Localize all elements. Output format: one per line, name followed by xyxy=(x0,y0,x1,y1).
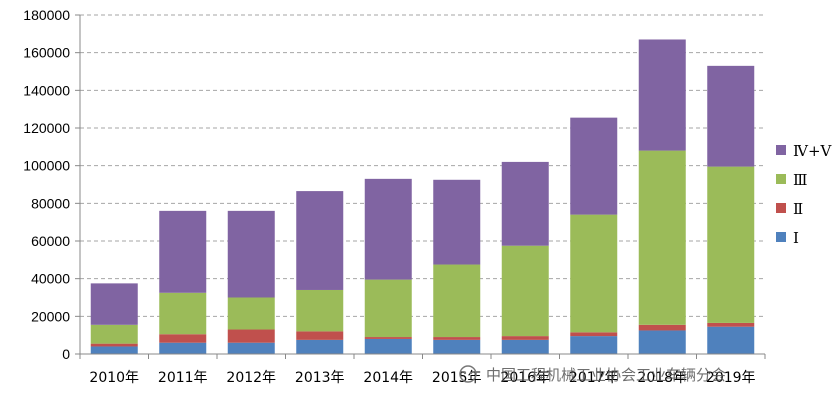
bar-segment xyxy=(159,342,207,354)
bar-segment xyxy=(638,330,686,354)
bar-segment xyxy=(90,324,138,344)
x-tick-label: 2011年 xyxy=(158,370,208,386)
x-axis: 2010年 2011年 2012年 2013年 2014年 2015年 2016年 2017年… xyxy=(79,353,766,386)
bar-segment xyxy=(296,289,344,332)
bar-segment xyxy=(364,337,412,339)
y-tick-label: 20000 xyxy=(31,308,70,324)
y-tick-label: 180000 xyxy=(23,7,70,23)
bars xyxy=(90,39,755,354)
y-tick-label: 120000 xyxy=(23,120,70,136)
bar-segment xyxy=(707,326,755,354)
bar-segment xyxy=(501,339,549,354)
legend-label: Ⅳ+Ⅴ xyxy=(793,142,833,160)
bar-segment xyxy=(570,214,618,333)
y-tick-label: 160000 xyxy=(23,45,70,61)
x-tick-label: 2012年 xyxy=(226,370,276,386)
watermark: 中国工程机械工业协会工业车辆分会 xyxy=(459,365,726,384)
bar-segment xyxy=(364,338,412,354)
bar-segment xyxy=(433,339,481,354)
legend: Ⅳ+Ⅴ Ⅲ Ⅱ Ⅰ xyxy=(776,142,833,247)
bar-segment xyxy=(227,297,275,330)
bar-segment xyxy=(227,210,275,298)
wechat-icon xyxy=(459,365,477,383)
legend-swatch xyxy=(776,203,786,213)
legend-label: Ⅰ xyxy=(793,229,799,247)
bar-segment xyxy=(707,166,755,323)
bar-segment xyxy=(570,336,618,354)
bar-segment xyxy=(159,334,207,343)
bar-segment xyxy=(227,342,275,354)
legend-label: Ⅱ xyxy=(793,200,803,218)
watermark-text: 中国工程机械工业协会工业车辆分会 xyxy=(486,366,726,384)
bar-segment xyxy=(433,264,481,338)
bar-segment xyxy=(433,179,481,265)
x-tick-label: 2017年 xyxy=(569,370,619,386)
y-tick-label: 80000 xyxy=(31,195,70,211)
bar-segment xyxy=(90,346,138,354)
y-axis: 0 20000 40000 60000 80000 100000 120000 140000 1… xyxy=(23,7,81,362)
y-tick-label: 100000 xyxy=(23,158,70,174)
bar-segment xyxy=(638,39,686,151)
y-tick-label: 0 xyxy=(62,346,70,362)
x-tick-label: 2013年 xyxy=(295,370,345,386)
legend-swatch xyxy=(776,174,786,184)
bar-segment xyxy=(159,210,207,293)
bar-segment xyxy=(296,331,344,340)
bar-segment xyxy=(364,279,412,338)
bar-segment xyxy=(501,161,549,246)
bar-segment xyxy=(433,337,481,340)
bar-segment xyxy=(296,191,344,290)
bar-segment xyxy=(501,245,549,337)
legend-label: Ⅲ xyxy=(793,171,807,189)
bar-segment xyxy=(90,283,138,325)
x-tick-label: 2014年 xyxy=(363,370,413,386)
bar-segment xyxy=(707,322,755,327)
y-tick-label: 140000 xyxy=(23,82,70,98)
x-tick-label: 2019年 xyxy=(706,370,756,386)
y-tick-label: 40000 xyxy=(31,271,70,287)
bar-segment xyxy=(638,324,686,331)
bar-segment xyxy=(296,339,344,354)
x-tick-label: 2016年 xyxy=(500,370,550,386)
y-tick-label: 60000 xyxy=(31,233,70,249)
bar-segment xyxy=(90,343,138,347)
bar-segment xyxy=(570,332,618,337)
x-tick-label: 2018年 xyxy=(637,370,687,386)
legend-swatch xyxy=(776,145,786,155)
bar-segment xyxy=(227,329,275,343)
bar-segment xyxy=(570,117,618,215)
legend-swatch xyxy=(776,232,786,242)
bar-segment xyxy=(501,336,549,340)
x-tick-label: 2010年 xyxy=(89,370,139,386)
bar-segment xyxy=(638,150,686,325)
bar-segment xyxy=(707,65,755,167)
bar-segment xyxy=(159,292,207,335)
bar-segment xyxy=(364,178,412,280)
